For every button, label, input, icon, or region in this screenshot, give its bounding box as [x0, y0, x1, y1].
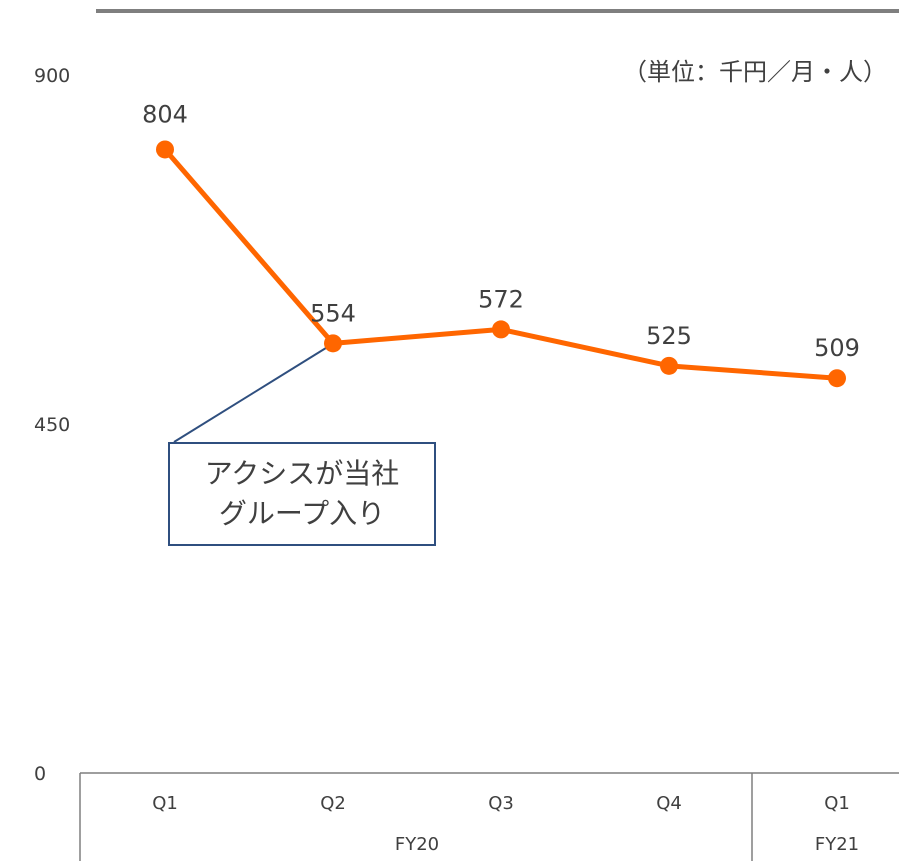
unit-label: （単位：千円／月・人）	[623, 58, 887, 86]
data-label-0: 804	[142, 100, 188, 128]
top-bar	[96, 9, 899, 13]
x-tick-label-2: Q3	[488, 793, 514, 814]
data-point-4	[828, 369, 846, 388]
data-point-2	[492, 320, 510, 339]
x-axis-table: FY20 FY21 Q1 Q2 Q3 Q4 Q1	[79, 772, 899, 861]
series-line-0	[163, 147, 838, 381]
y-tick-label-0: 0	[34, 763, 46, 785]
x-group-label-1: FY21	[815, 834, 859, 855]
data-label-3: 525	[646, 322, 692, 350]
data-label-4: 509	[814, 334, 860, 362]
data-point-0	[156, 140, 174, 159]
y-axis: 0 450 900	[34, 65, 70, 785]
y-tick-label-2: 900	[34, 65, 70, 87]
data-label-2: 572	[478, 285, 524, 313]
y-tick-label-1: 450	[34, 414, 70, 436]
callout-line-2: グループ入り	[218, 497, 386, 530]
x-group-label-0: FY20	[395, 834, 439, 855]
callout-box: アクシスが当社 グループ入り	[168, 442, 436, 546]
callout-line-1: アクシスが当社	[204, 457, 400, 490]
callout-leader-line	[173, 342, 335, 443]
x-tick-label-1: Q2	[320, 793, 346, 814]
x-tick-label-3: Q4	[656, 793, 682, 814]
data-point-1	[324, 334, 342, 353]
data-label-1: 554	[310, 299, 356, 327]
series-group: 804 554 572 525 509	[142, 100, 860, 388]
data-point-3	[660, 356, 678, 375]
x-tick-label-0: Q1	[152, 793, 178, 814]
x-tick-label-4: Q1	[824, 793, 850, 814]
